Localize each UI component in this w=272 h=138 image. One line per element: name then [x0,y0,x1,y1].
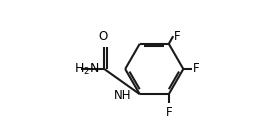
Text: NH: NH [114,89,131,102]
Text: F: F [174,30,181,43]
Text: F: F [193,63,200,75]
Text: F: F [165,106,172,119]
Text: O: O [98,30,108,43]
Text: $\mathregular{H_2N}$: $\mathregular{H_2N}$ [75,61,100,77]
